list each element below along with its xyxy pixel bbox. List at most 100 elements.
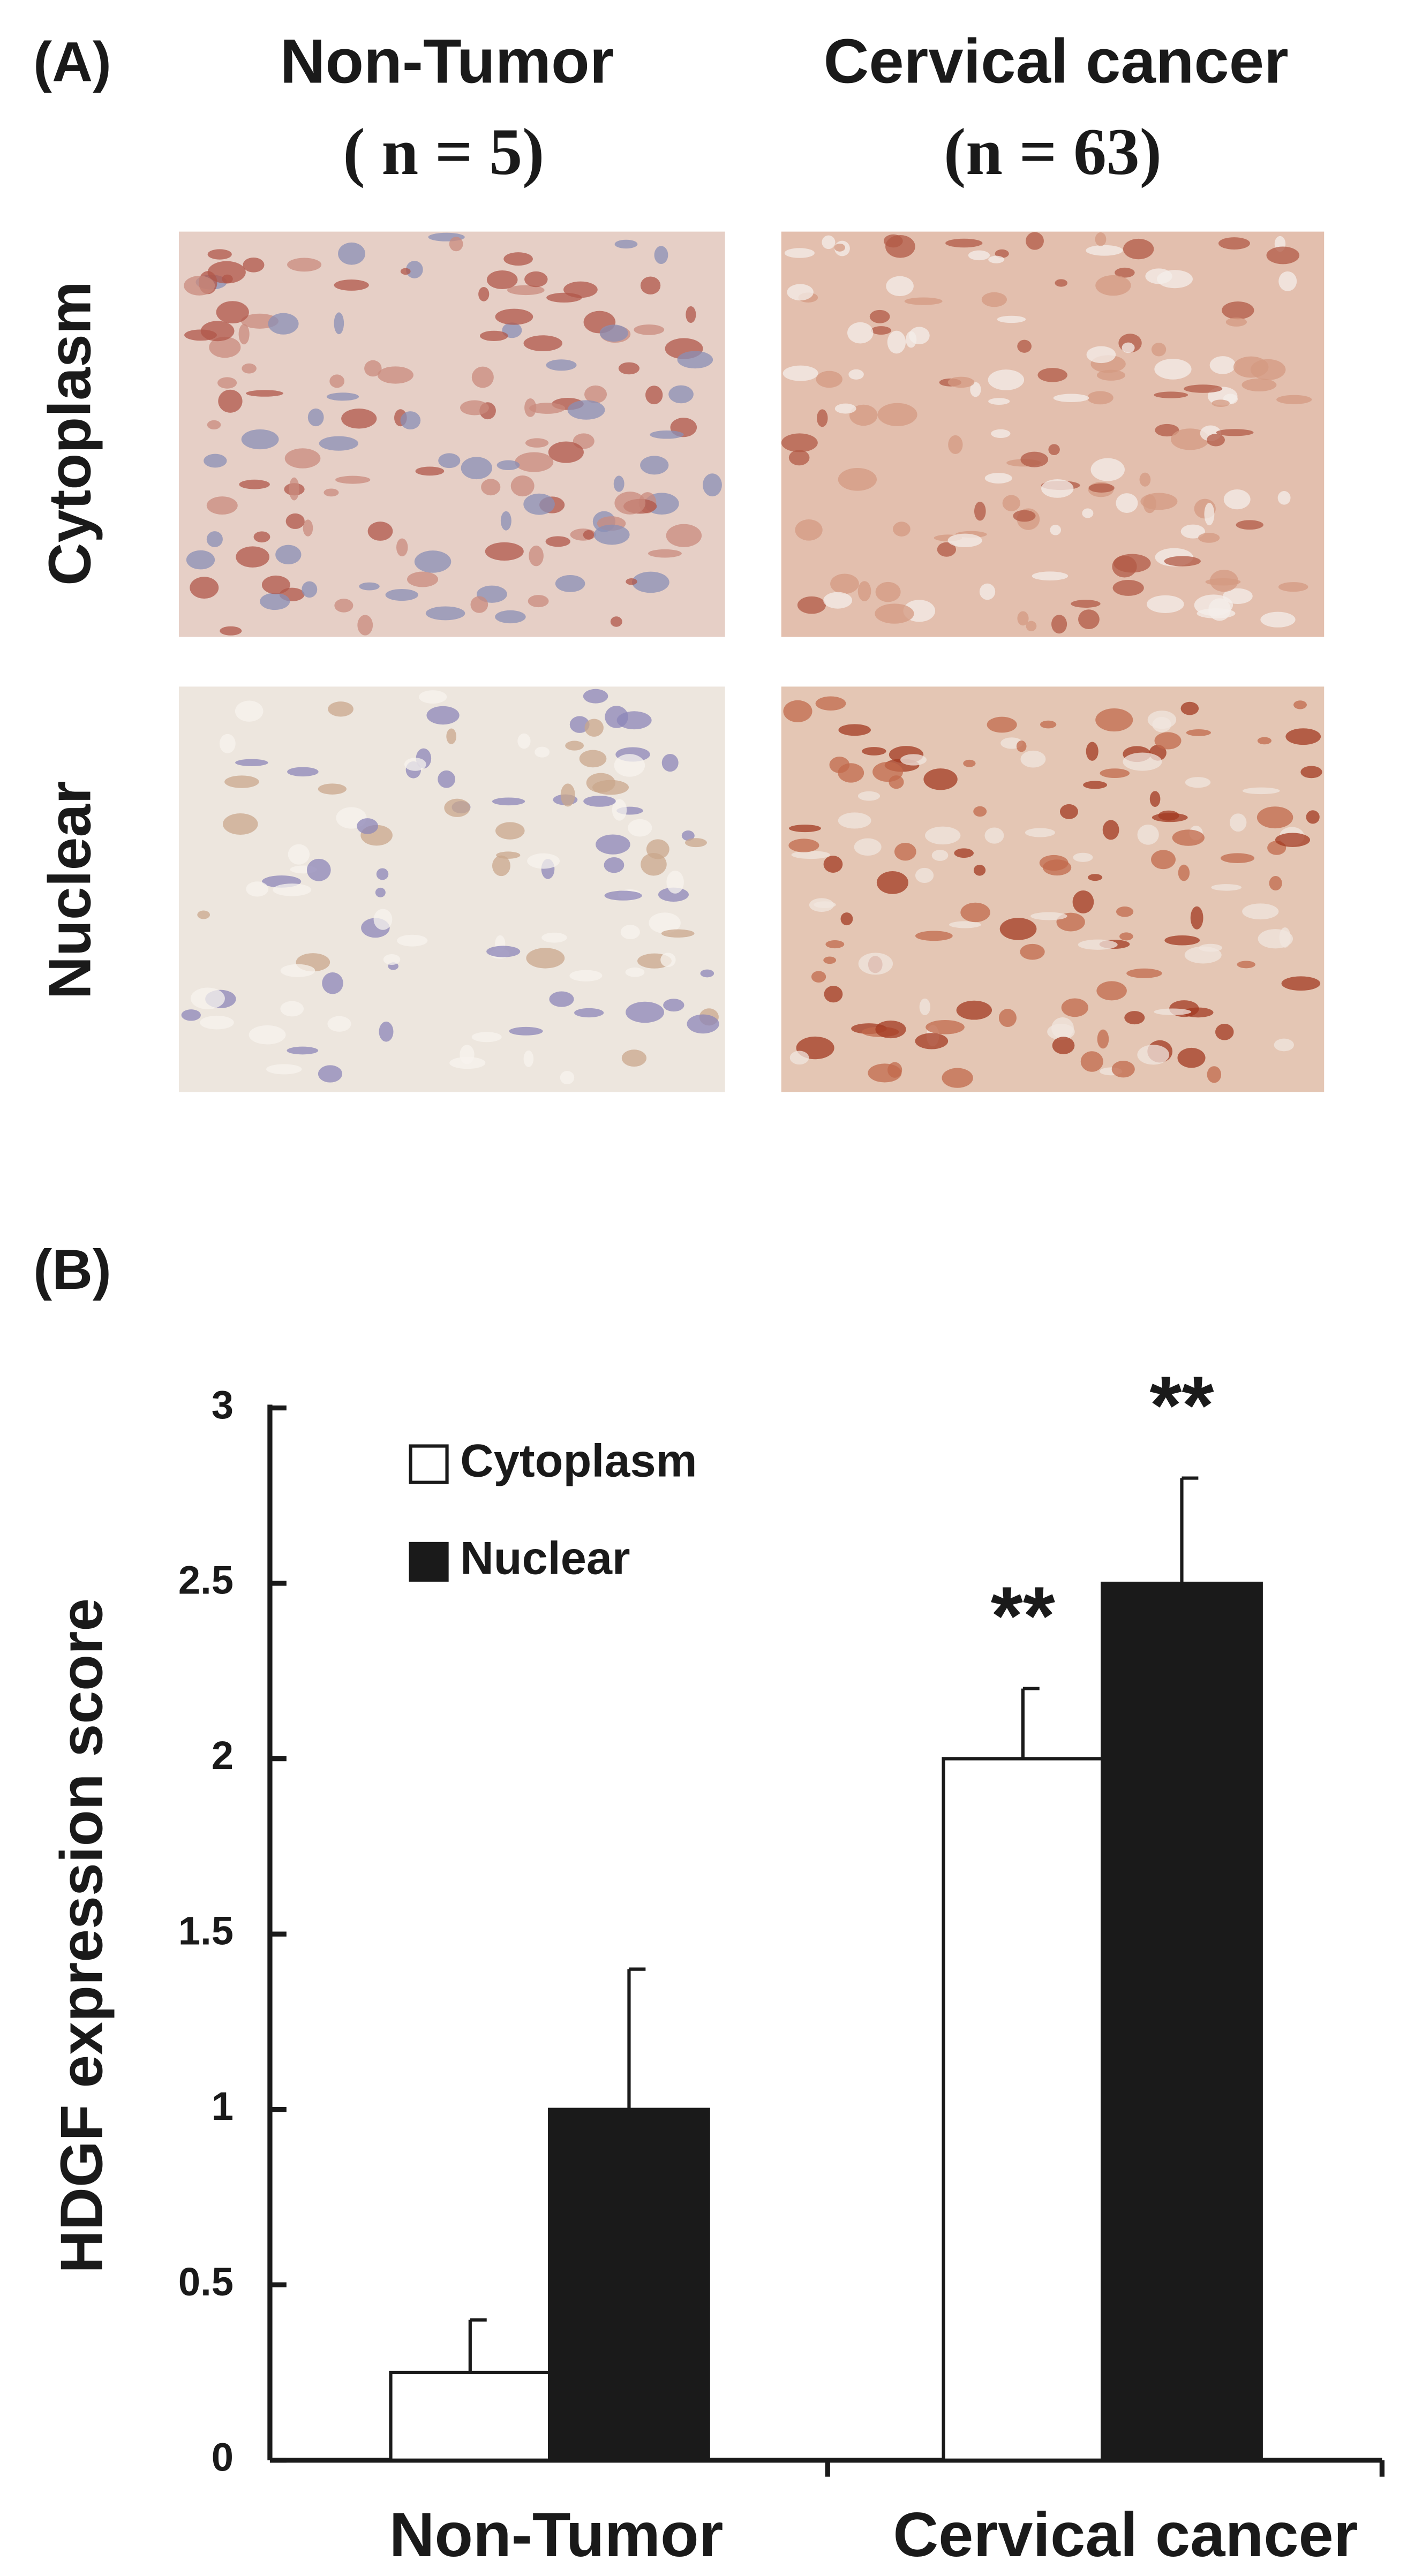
micrograph-texture [471, 366, 494, 388]
micrograph-texture [1266, 246, 1300, 265]
micrograph-texture [1149, 791, 1161, 807]
micrograph-texture [496, 460, 520, 471]
micrograph-texture [1152, 813, 1188, 822]
micrograph-texture [549, 991, 574, 1007]
micrograph-texture [1258, 929, 1293, 949]
micrograph-texture [1013, 510, 1036, 522]
micrograph-texture [1042, 859, 1072, 876]
micrograph-texture [834, 403, 856, 414]
micrograph-texture [1151, 343, 1167, 357]
micrograph-texture [823, 856, 843, 873]
micrograph-texture [1257, 737, 1272, 745]
micrograph-texture [529, 545, 544, 566]
micrograph-texture [1172, 829, 1205, 846]
micrograph-texture [377, 366, 413, 384]
y-tick-label: 3 [212, 1383, 234, 1427]
micrograph-texture [364, 360, 382, 377]
micrograph-texture [795, 519, 823, 541]
micrograph-texture [396, 934, 428, 947]
micrograph-texture [1090, 458, 1125, 481]
micrograph-texture [1180, 524, 1205, 539]
micrograph-texture [857, 581, 871, 601]
micrograph-texture [1096, 369, 1126, 381]
micrograph-texture [620, 925, 640, 940]
panel-label: (A) [33, 31, 111, 93]
micrograph-texture [574, 1008, 604, 1018]
micrograph-texture [947, 376, 975, 388]
y-tick-label: 1 [212, 2084, 234, 2128]
micrograph-texture [510, 475, 535, 497]
micrograph-texture [376, 868, 389, 880]
micrograph-texture [492, 855, 510, 877]
micrograph-texture [869, 309, 890, 323]
micrograph-texture [849, 404, 878, 426]
micrograph-texture [1154, 1008, 1192, 1015]
micrograph-texture [569, 970, 603, 981]
bar [1101, 1581, 1263, 2462]
micrograph-texture [626, 1001, 665, 1023]
micrographs [178, 231, 1325, 1092]
micrograph-texture [649, 912, 681, 934]
micrograph-texture [275, 545, 302, 565]
micrograph-texture [631, 571, 669, 593]
micrograph-texture [640, 276, 661, 294]
micrograph-texture [886, 276, 914, 297]
micrograph-texture [253, 531, 270, 543]
micrograph-texture [218, 389, 243, 413]
micrograph-texture [596, 834, 630, 855]
micrograph-texture [486, 946, 521, 957]
micrograph-texture [625, 967, 645, 977]
micrograph-texture [367, 522, 393, 541]
micrograph-texture [945, 238, 983, 248]
micrograph-texture [404, 758, 426, 771]
micrograph-texture [887, 1062, 902, 1078]
micrograph-texture [406, 261, 423, 278]
micrograph-texture [613, 475, 625, 492]
micrograph-texture [1140, 493, 1178, 510]
micrograph-texture [1026, 621, 1037, 631]
micrograph-texture [1197, 608, 1236, 619]
micrograph-texture [1052, 1037, 1075, 1054]
micrograph-texture [235, 759, 268, 767]
micrograph-texture [604, 890, 642, 901]
micrograph-texture [1032, 571, 1069, 581]
micrograph-texture [1020, 943, 1045, 960]
micrograph-texture [640, 456, 669, 475]
micrograph-texture [1115, 267, 1135, 278]
micrograph-texture [206, 496, 238, 515]
micrograph-texture [207, 249, 232, 260]
micrograph-texture [1080, 1051, 1103, 1072]
micrograph-texture [1061, 998, 1088, 1017]
column-n: (n = 63) [944, 115, 1162, 188]
micrograph-texture [1016, 741, 1027, 752]
micrograph-texture [700, 969, 714, 978]
y-axis-label: HDGF expression score [48, 1598, 115, 2273]
micrograph-texture [1100, 768, 1130, 779]
micrograph-texture [981, 292, 1007, 307]
micrograph-texture [546, 292, 582, 303]
micrograph-texture [541, 932, 567, 943]
micrograph-texture [1170, 428, 1209, 450]
micrograph-texture [560, 1070, 575, 1085]
micrograph-texture [840, 912, 853, 926]
micrograph-texture [289, 477, 299, 501]
micrograph-texture [663, 999, 684, 1012]
micrograph-texture [524, 398, 537, 417]
bar [548, 2107, 710, 2462]
micrograph-texture [1154, 732, 1182, 750]
micrograph-texture [604, 857, 625, 873]
micrograph-texture [1190, 906, 1203, 930]
micrograph-texture [658, 887, 689, 902]
micrograph-texture [650, 430, 684, 439]
micrograph-texture [661, 754, 679, 772]
micrograph-texture [621, 1049, 647, 1067]
micrograph-texture [686, 306, 696, 323]
micrograph-texture [904, 297, 943, 305]
micrograph-texture [645, 386, 663, 405]
micrograph-texture [1020, 451, 1049, 467]
micrograph-texture [1078, 609, 1100, 629]
micrograph-texture [1082, 508, 1094, 518]
micrograph-texture [1260, 611, 1296, 628]
micrograph-texture [181, 1009, 201, 1021]
micrograph-texture [449, 237, 463, 252]
